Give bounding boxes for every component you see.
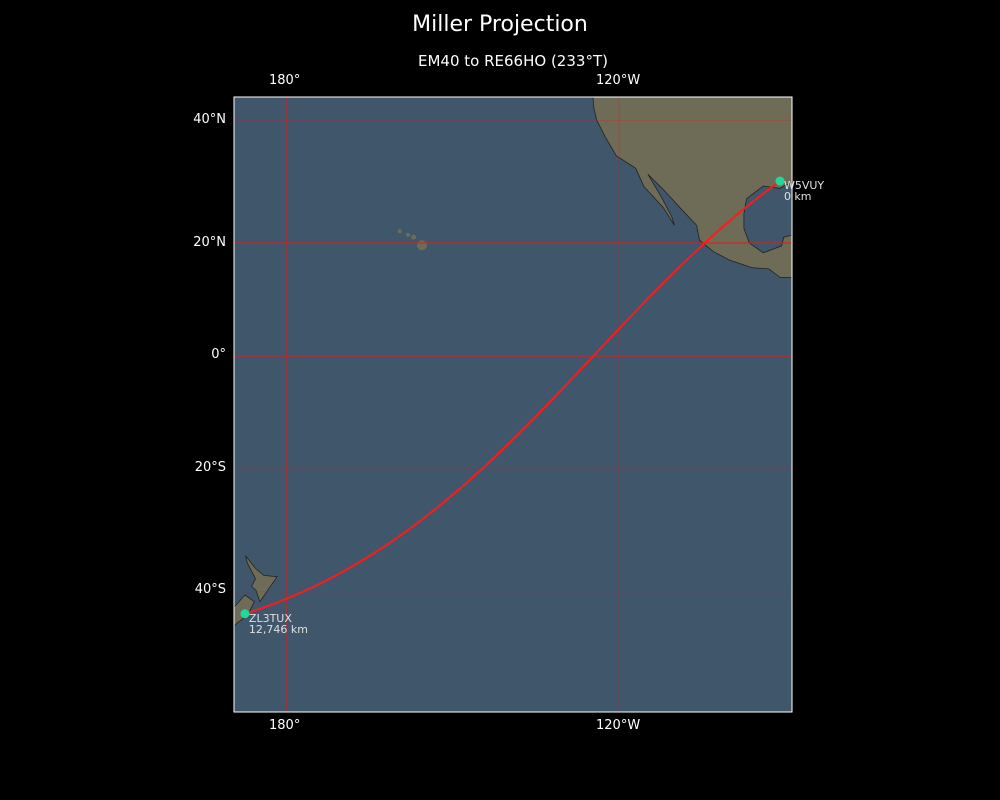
great-circle-path <box>244 180 781 615</box>
hawaii-island <box>406 232 411 237</box>
top-lon-label-180: 180° <box>269 73 301 88</box>
station-marker <box>240 609 250 619</box>
bottom-lon-label-180: 180° <box>269 718 301 733</box>
station-distance: 12,746 km <box>249 623 308 636</box>
hawaii-island <box>411 234 417 240</box>
new-zealand-north-landmass <box>245 555 278 603</box>
hawaii-island <box>397 229 402 234</box>
lat-label-40n: 40°N <box>193 112 226 127</box>
top-lon-label-120w: 120°W <box>596 73 641 88</box>
station-marker <box>775 176 785 186</box>
map-frame <box>233 96 793 713</box>
lat-label-20s: 20°S <box>194 460 226 475</box>
lat-label-0: 0° <box>211 347 226 362</box>
station-distance: 0 km <box>784 190 812 203</box>
lat-label-40s: 40°S <box>194 582 226 597</box>
map-subtitle: EM40 to RE66HO (233°T) <box>418 52 608 70</box>
hawaii-island <box>416 240 427 251</box>
north-america-landmass <box>592 97 792 278</box>
station-callsign: W5VUY <box>784 179 824 192</box>
lat-label-20n: 20°N <box>193 235 226 250</box>
station-callsign: ZL3TUX <box>249 612 292 625</box>
map-title: Miller Projection <box>412 12 588 37</box>
bottom-lon-label-120w: 120°W <box>596 718 641 733</box>
